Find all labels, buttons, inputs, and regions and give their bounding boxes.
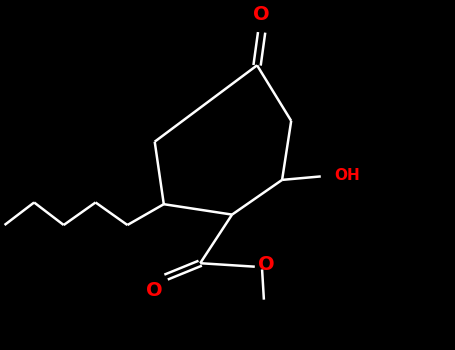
Text: O: O [258, 256, 275, 274]
Text: O: O [147, 281, 163, 300]
Text: OH: OH [334, 168, 360, 183]
Text: O: O [253, 5, 270, 24]
